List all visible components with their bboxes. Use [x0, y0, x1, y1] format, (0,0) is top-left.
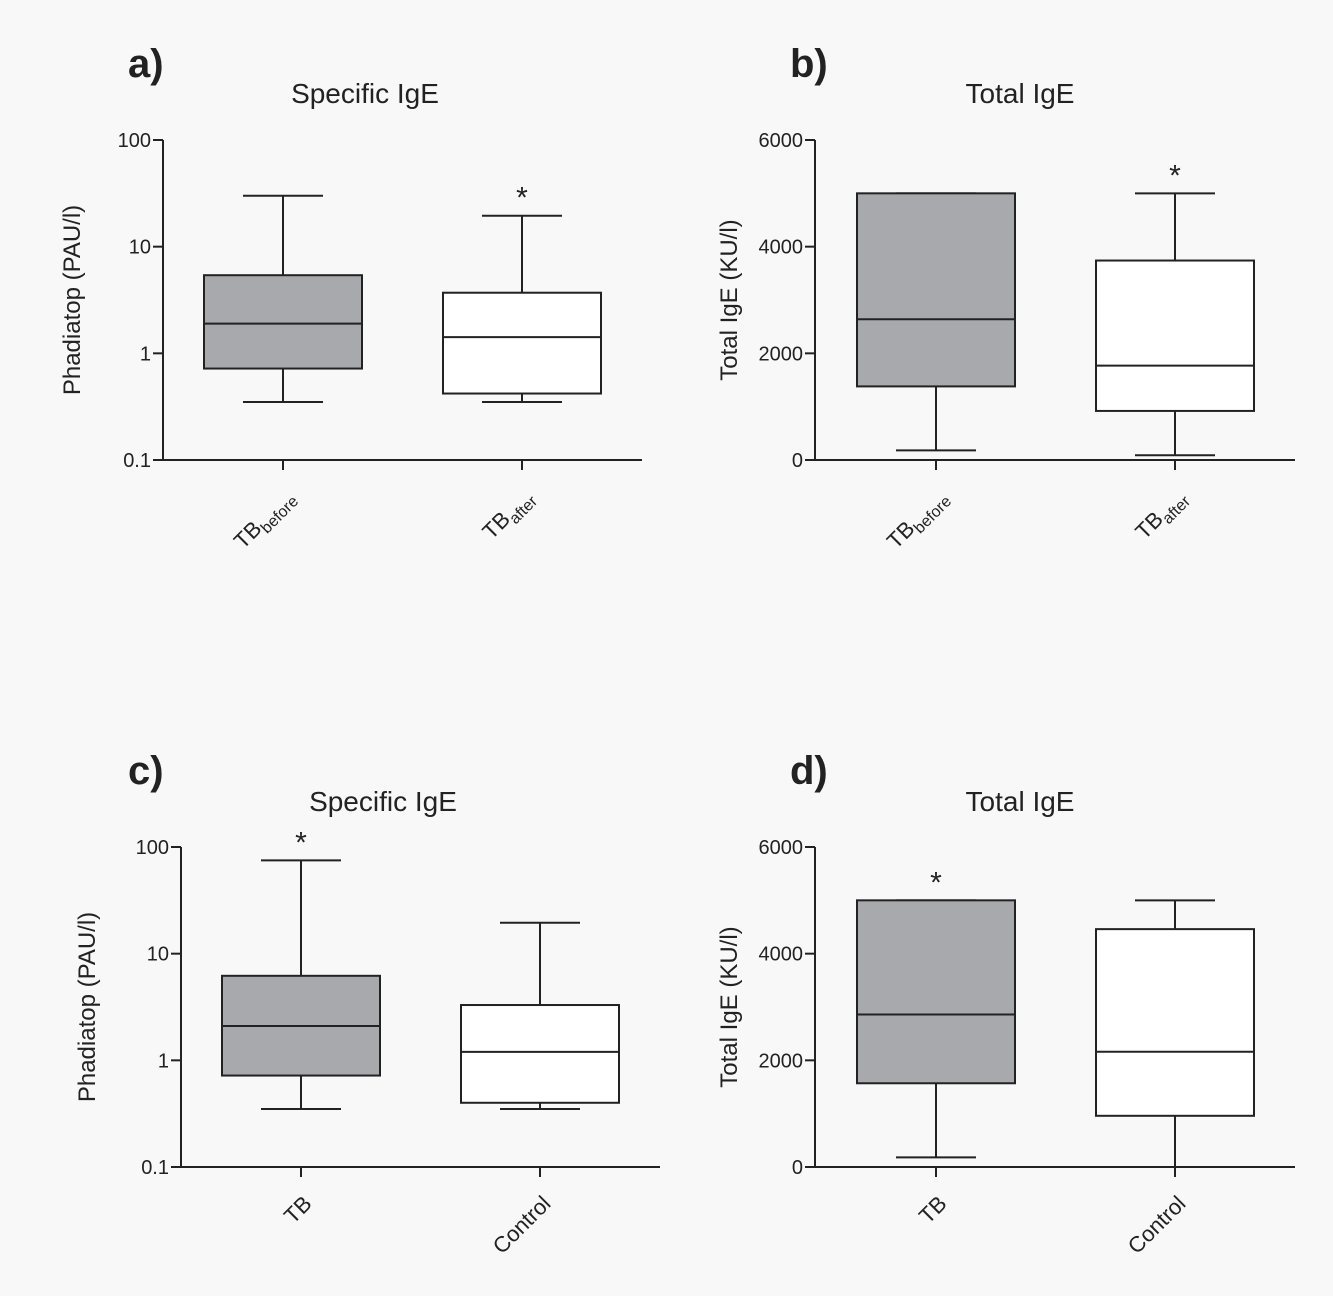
category-label: TB: [279, 1191, 317, 1229]
significance-marker: *: [295, 826, 307, 859]
y-tick-label: 100: [136, 837, 169, 859]
y-axis-label: Total IgE (KU/l): [716, 219, 743, 380]
y-tick-label: 2000: [759, 1050, 804, 1072]
chart-title: Total IgE: [966, 786, 1075, 817]
y-tick-label: 10: [129, 237, 151, 259]
category-label: TBafter: [1130, 483, 1194, 547]
box-iqr: [1095, 928, 1255, 1117]
y-tick-label: 0.1: [141, 1157, 169, 1179]
panel-letter: b): [790, 42, 828, 86]
category-label: TB: [914, 1191, 952, 1229]
y-tick-label: 6000: [759, 837, 804, 859]
y-tick-label: 4000: [759, 944, 804, 966]
y-tick-label: 0.1: [123, 450, 151, 472]
chart-title: Total IgE: [966, 78, 1075, 109]
box-iqr: [1095, 259, 1255, 412]
y-tick-label: 1: [158, 1050, 169, 1072]
box-iqr: [856, 192, 1016, 388]
y-tick-label: 10: [147, 944, 169, 966]
panel-letter: d): [790, 749, 828, 793]
category-label: TBbefore: [229, 484, 302, 557]
y-tick-label: 100: [118, 130, 151, 152]
significance-marker: *: [1169, 159, 1181, 192]
y-tick-label: 0: [792, 450, 803, 472]
chart-title: Specific IgE: [309, 786, 457, 817]
panel-letter: c): [128, 749, 164, 793]
y-axis-label: Phadiatop (PAU/l): [74, 912, 101, 1102]
significance-marker: *: [930, 866, 942, 899]
y-tick-label: 6000: [759, 130, 804, 152]
panel-letter: a): [128, 42, 164, 86]
y-tick-label: 4000: [759, 237, 804, 259]
category-label: TBafter: [477, 483, 541, 547]
box-iqr: [442, 291, 602, 395]
panel-a: a) Specific IgE Phadiatop (PAU/l) 0.1 1 10 100…: [59, 42, 642, 557]
significance-marker: *: [516, 182, 528, 215]
y-axis-label: Total IgE (KU/l): [716, 926, 743, 1087]
y-tick-label: 0: [792, 1157, 803, 1179]
category-label: Control: [488, 1191, 556, 1259]
panel-d: d) Total IgE Total IgE (KU/l) 0 2000 4000 6000…: [716, 749, 1295, 1259]
y-axis-label: Phadiatop (PAU/l): [59, 205, 86, 395]
chart-title: Specific IgE: [291, 78, 439, 109]
panel-b: b) Total IgE Total IgE (KU/l) 0 2000 4000 6000…: [716, 42, 1295, 557]
category-label: TBbefore: [882, 484, 955, 557]
box-iqr: [460, 1004, 620, 1104]
box-iqr: [856, 899, 1016, 1085]
y-tick-label: 1: [140, 343, 151, 365]
y-tick-label: 2000: [759, 343, 804, 365]
category-label: Control: [1123, 1191, 1191, 1259]
box-iqr: [203, 274, 363, 370]
panel-c: c) Specific IgE Phadiatop (PAU/l) 0.1 1 10 100…: [74, 749, 660, 1259]
